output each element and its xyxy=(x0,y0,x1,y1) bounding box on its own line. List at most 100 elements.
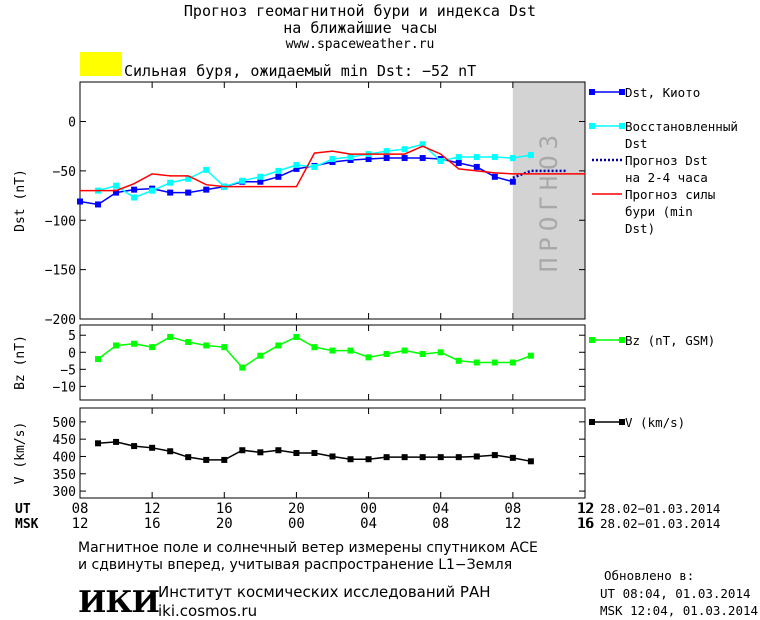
legend-label: Восстановленный xyxy=(625,119,738,134)
data-point xyxy=(383,350,390,357)
data-point xyxy=(365,456,372,463)
legend-label: Dst xyxy=(625,136,648,151)
data-point xyxy=(419,155,426,162)
data-point xyxy=(239,177,246,184)
y-tick-label: 300 xyxy=(53,485,76,500)
data-point xyxy=(257,178,264,185)
x-tick-label-msk: 16 xyxy=(578,516,595,532)
data-point xyxy=(275,167,282,174)
data-point xyxy=(401,146,408,153)
website-link[interactable]: www.spaceweather.ru xyxy=(285,37,435,52)
data-point xyxy=(455,454,462,461)
data-point xyxy=(329,347,336,354)
data-point xyxy=(275,447,282,454)
data-point xyxy=(491,154,498,161)
data-point xyxy=(203,456,210,463)
data-point xyxy=(167,333,174,340)
data-point xyxy=(491,452,498,459)
data-point xyxy=(131,186,138,193)
series-line xyxy=(80,145,585,192)
updated-msk: MSK 12:04, 01.03.2014 xyxy=(600,603,759,618)
x-tick-label-ut: 12 xyxy=(577,501,594,517)
x-tick-label-ut: 12 xyxy=(144,501,161,517)
dst-ylabel: Dst (nT) xyxy=(13,169,28,232)
data-point xyxy=(293,333,300,340)
forecast-region xyxy=(512,82,585,319)
data-point xyxy=(221,344,228,351)
data-point xyxy=(527,458,534,465)
series-line xyxy=(97,143,532,199)
bz-ylabel: Bz (nT) xyxy=(13,335,28,390)
data-point xyxy=(149,444,156,451)
data-point xyxy=(185,175,192,182)
data-point xyxy=(473,359,480,366)
data-point xyxy=(167,189,174,196)
y-tick-label: −50 xyxy=(53,165,76,180)
x-tick-label-msk: 20 xyxy=(216,516,233,532)
data-point xyxy=(527,352,534,359)
data-point xyxy=(365,156,372,163)
data-point xyxy=(455,154,462,161)
y-tick-label: 500 xyxy=(53,416,76,431)
data-point xyxy=(113,182,120,189)
data-point xyxy=(149,344,156,351)
x-axis-msk-label: MSK xyxy=(15,517,39,532)
data-point xyxy=(293,165,300,172)
dst-panel-frame xyxy=(79,81,586,320)
x-tick-label-ut: 20 xyxy=(288,501,305,517)
data-point xyxy=(383,155,390,162)
x-tick-label-msk: 04 xyxy=(360,516,377,532)
data-point xyxy=(509,178,516,185)
data-point xyxy=(149,187,156,194)
data-point xyxy=(257,352,264,359)
x-tick-label-ut: 08 xyxy=(504,501,521,517)
legend-label: Bz (nT, GSM) xyxy=(625,333,715,348)
date-range-ut: 28.02−01.03.2014 xyxy=(600,501,720,516)
data-point xyxy=(491,173,498,180)
legend-marker xyxy=(589,89,595,95)
data-point xyxy=(401,155,408,162)
chart-subtitle: на ближайшие часы xyxy=(283,19,437,37)
data-point xyxy=(203,342,210,349)
data-point xyxy=(275,173,282,180)
data-point xyxy=(329,156,336,163)
data-point xyxy=(257,173,264,180)
legend-marker xyxy=(589,123,595,129)
data-point xyxy=(221,456,228,463)
data-point xyxy=(185,189,192,196)
data-point xyxy=(131,443,138,450)
legend-label: V (km/s) xyxy=(625,415,685,430)
data-point xyxy=(455,159,462,166)
data-point xyxy=(437,349,444,356)
data-point xyxy=(131,194,138,201)
x-tick-label-msk: 16 xyxy=(577,516,594,532)
legend-marker xyxy=(619,89,625,95)
institute-site-link[interactable]: iki.cosmos.ru xyxy=(158,602,258,620)
legend-label: на 2-4 часа xyxy=(625,170,708,185)
data-point xyxy=(401,454,408,461)
data-point xyxy=(329,453,336,460)
x-tick-label-ut: 08 xyxy=(72,501,89,517)
legend-marker xyxy=(619,337,625,343)
data-point xyxy=(131,340,138,347)
v-ylabel: V (km/s) xyxy=(13,422,28,485)
data-point xyxy=(257,449,264,456)
data-point xyxy=(77,198,83,205)
data-point xyxy=(473,453,480,460)
data-point xyxy=(95,356,102,363)
data-point xyxy=(95,440,102,447)
data-point xyxy=(437,158,444,164)
legend-label: бури (min xyxy=(625,204,693,219)
data-point xyxy=(437,454,444,461)
y-tick-label: −150 xyxy=(45,264,76,279)
y-tick-label: −10 xyxy=(53,380,76,395)
legend-marker xyxy=(589,419,595,425)
data-point xyxy=(311,163,318,170)
x-tick-label-ut: 16 xyxy=(216,501,233,517)
y-tick-label: 5 xyxy=(68,329,76,344)
footer-note-line1: Магнитное поле и солнечный ветер измерен… xyxy=(78,540,538,556)
y-tick-label: 450 xyxy=(53,433,76,448)
data-point xyxy=(113,189,120,196)
x-tick-label-msk: 16 xyxy=(144,516,161,532)
